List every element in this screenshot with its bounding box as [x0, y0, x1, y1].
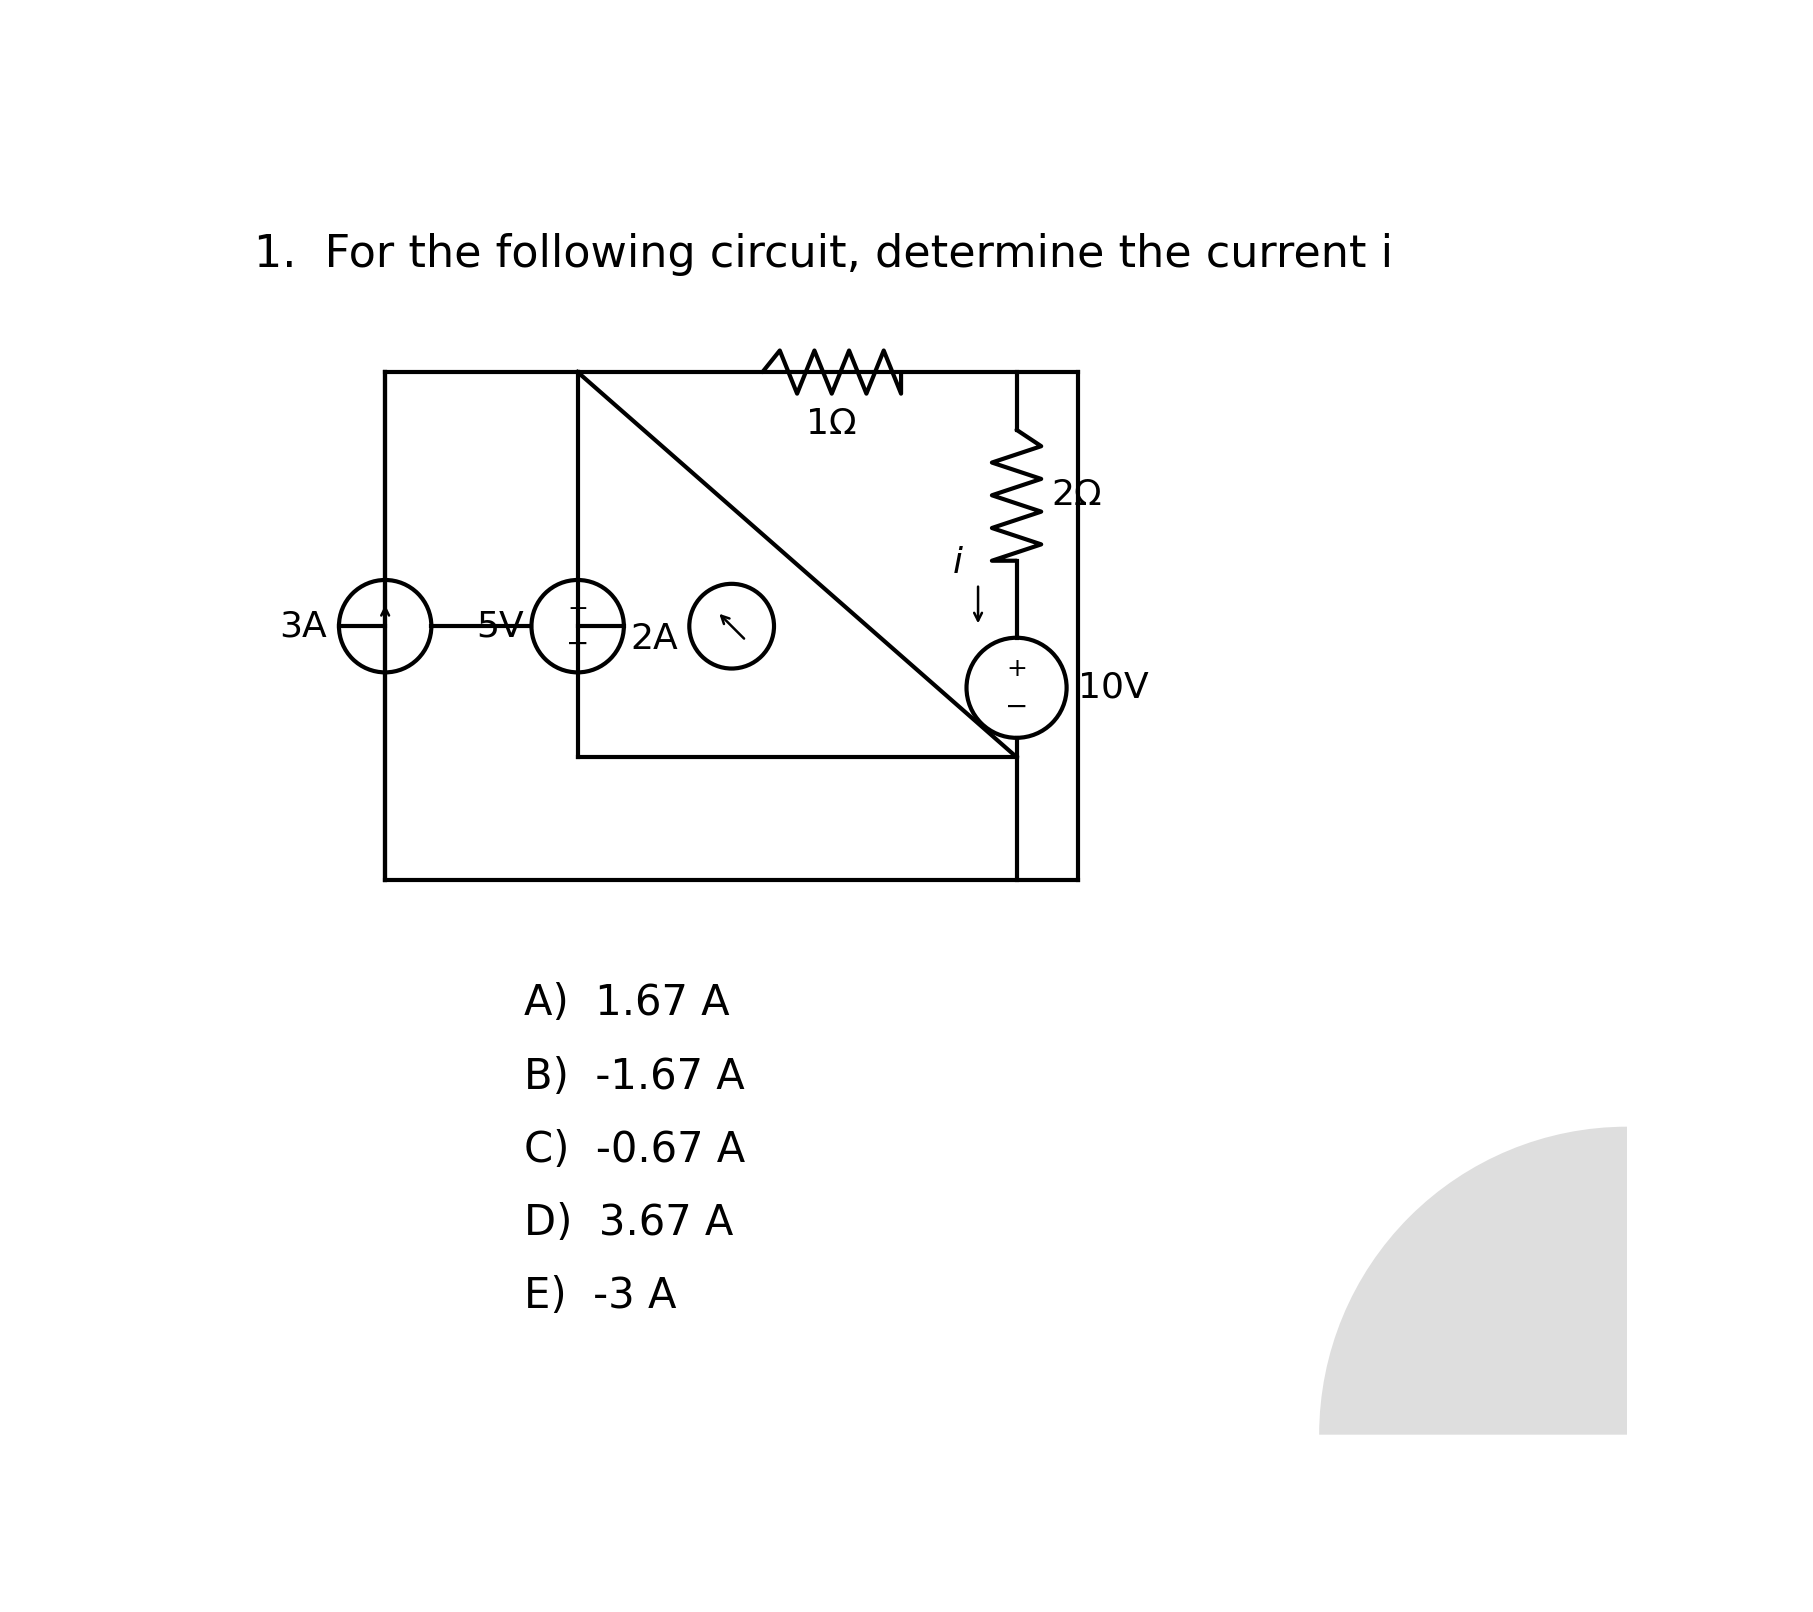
Text: A)  1.67 A: A) 1.67 A [524, 982, 729, 1025]
Text: i: i [952, 546, 963, 580]
Text: 2A: 2A [629, 622, 678, 656]
Text: 2Ω: 2Ω [1052, 479, 1102, 513]
Text: 1.  For the following circuit, determine the current i: 1. For the following circuit, determine … [254, 234, 1392, 277]
Text: E)  -3 A: E) -3 A [524, 1275, 676, 1317]
Text: B)  -1.67 A: B) -1.67 A [524, 1056, 745, 1098]
Text: 5V: 5V [477, 609, 524, 643]
Text: 3A: 3A [279, 609, 328, 643]
Text: D)  3.67 A: D) 3.67 A [524, 1203, 732, 1244]
Text: 10V: 10V [1079, 671, 1149, 704]
Text: C)  -0.67 A: C) -0.67 A [524, 1128, 745, 1170]
Wedge shape [1320, 1127, 1628, 1435]
Text: +: + [1006, 656, 1026, 680]
Text: 1Ω: 1Ω [807, 406, 858, 440]
Text: −: − [1004, 693, 1028, 721]
Text: −: − [566, 630, 589, 658]
Text: +: + [567, 596, 587, 621]
